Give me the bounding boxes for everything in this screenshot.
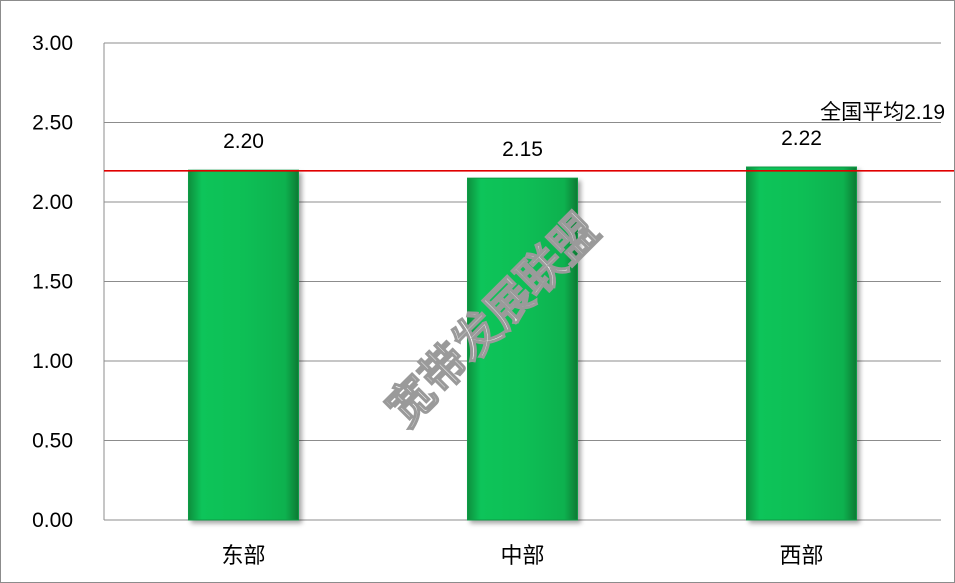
data-label: 2.15 [502, 138, 543, 161]
bar [188, 169, 299, 521]
reference-line-group: 全国平均2.19 [104, 100, 954, 172]
bar [746, 166, 857, 521]
x-tick-label: 西部 [779, 544, 823, 569]
x-tick-label: 东部 [221, 544, 265, 569]
data-label: 2.20 [223, 130, 264, 153]
data-label: 2.22 [781, 127, 822, 150]
x-tick-label: 中部 [500, 544, 544, 569]
data-labels: 2.20 2.15 2.22 [223, 127, 822, 161]
y-tick-label: 0.50 [32, 430, 73, 453]
y-tick-label: 0.00 [32, 509, 73, 532]
y-tick-label: 2.50 [32, 112, 73, 135]
bars [188, 166, 857, 521]
y-tick-label: 1.50 [32, 271, 73, 294]
y-axis: 0.00 0.50 1.00 1.50 2.00 2.50 3.00 [32, 32, 105, 532]
bar [467, 177, 578, 521]
y-tick-label: 3.00 [32, 32, 73, 55]
y-tick-label: 2.00 [32, 191, 73, 214]
reference-line-value: 2.19 [904, 101, 945, 124]
reference-line-label: 全国平均2.19 [820, 100, 945, 124]
reference-line-name: 全国平均 [820, 100, 904, 124]
y-tick-label: 1.00 [32, 350, 73, 373]
x-axis: 东部 中部 西部 [221, 544, 823, 569]
